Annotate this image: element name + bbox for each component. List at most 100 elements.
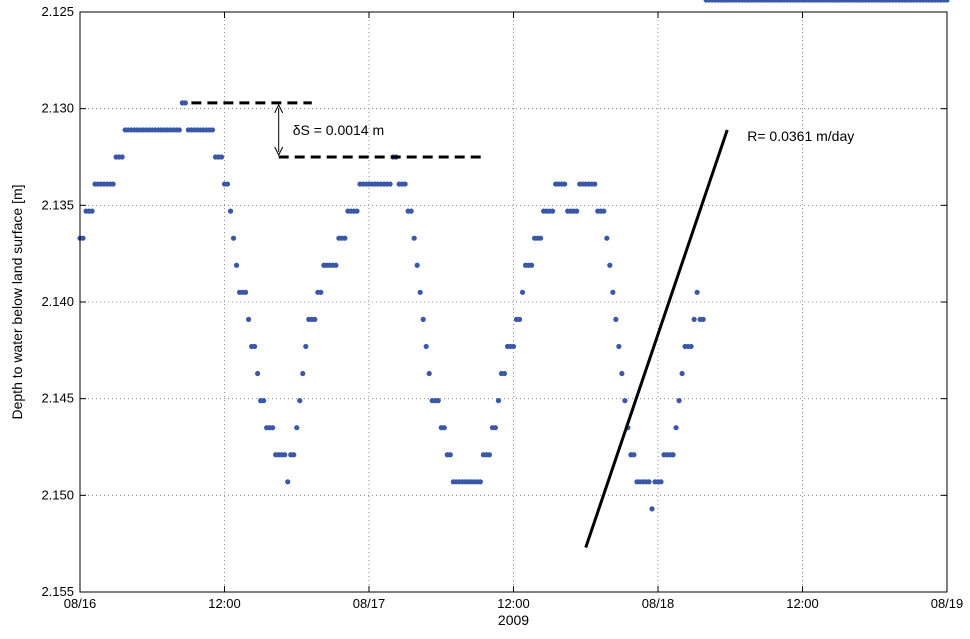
data-point <box>414 262 420 268</box>
data-point <box>670 452 676 458</box>
bracket-arrow-head-up <box>274 103 284 114</box>
data-point <box>601 208 607 214</box>
data-point <box>411 235 417 241</box>
data-point <box>694 289 700 295</box>
data-point <box>270 425 276 431</box>
data-point <box>679 370 685 377</box>
data-point <box>604 235 610 241</box>
data-point <box>574 208 580 214</box>
x-tick-label: 08/16 <box>64 596 97 611</box>
recharge-trend-line <box>584 129 729 549</box>
data-point <box>673 425 679 431</box>
data-point <box>282 452 288 458</box>
x-tick-label: 12:00 <box>208 596 241 611</box>
data-point <box>516 316 523 322</box>
y-tick-label: 2.150 <box>41 487 74 502</box>
data-point <box>649 506 655 512</box>
data-point <box>426 370 432 377</box>
data-point <box>318 289 324 295</box>
data-point <box>294 425 300 431</box>
bracket-arrow-head-down <box>274 146 284 157</box>
data-point <box>510 343 517 350</box>
y-axis-label: Depth to water below land surface [m] <box>9 184 25 419</box>
data-point <box>209 127 216 133</box>
data-point <box>89 208 95 214</box>
data-point <box>387 181 393 187</box>
data-point <box>261 398 267 404</box>
grid-lines <box>80 12 947 592</box>
data-point <box>417 289 423 295</box>
data-point <box>423 343 429 350</box>
data-point <box>176 127 182 133</box>
storage-change-bracket <box>191 101 487 159</box>
x-axis-ticks: 08/16 12:00 08/17 12:00 08/18 12:00 08/19 <box>64 12 964 611</box>
data-point <box>676 398 682 404</box>
data-point <box>537 235 544 241</box>
y-tick-label: 2.135 <box>41 197 74 212</box>
recharge-rate-label: R= 0.0361 m/day <box>747 128 854 144</box>
data-point <box>297 398 303 404</box>
recharge-line <box>584 129 729 549</box>
x-tick-label: 12:00 <box>497 596 530 611</box>
data-point <box>333 262 339 268</box>
data-point <box>501 370 508 377</box>
data-point <box>550 208 556 214</box>
data-point <box>658 479 664 485</box>
x-tick-label: 08/17 <box>353 596 386 611</box>
data-point <box>447 452 453 458</box>
data-point <box>492 425 499 431</box>
data-point <box>230 235 237 241</box>
data-point <box>218 154 225 160</box>
data-point <box>646 479 652 485</box>
data-point <box>408 208 414 214</box>
data-point <box>110 181 116 187</box>
y-axis-ticks: 2.125 2.130 2.135 2.140 2.145 2.150 2.155 <box>41 4 947 599</box>
data-point <box>291 452 297 458</box>
data-point <box>592 181 598 187</box>
data-point <box>80 235 86 241</box>
data-point <box>631 452 637 458</box>
data-point <box>607 262 613 268</box>
data-point <box>435 398 441 404</box>
x-axis-label: 2009 <box>498 612 529 628</box>
data-point <box>420 316 426 322</box>
data-point <box>477 479 483 485</box>
data-point <box>312 316 318 322</box>
data-point <box>255 370 261 377</box>
data-point <box>519 289 526 295</box>
data-point <box>688 343 694 350</box>
data-point <box>354 208 360 214</box>
data-point <box>486 452 493 458</box>
x-tick-label: 08/19 <box>931 596 964 611</box>
y-tick-label: 2.130 <box>41 101 74 116</box>
data-point <box>691 316 697 322</box>
data-point <box>402 181 408 187</box>
data-point <box>245 316 252 322</box>
data-point <box>613 316 619 322</box>
y-tick-label: 2.125 <box>41 4 74 19</box>
data-point <box>285 479 291 485</box>
data-point <box>119 154 125 160</box>
data-point <box>616 343 622 350</box>
data-point <box>233 262 240 268</box>
y-tick-label: 2.140 <box>41 294 74 309</box>
data-point <box>610 289 616 295</box>
data-point <box>227 208 234 214</box>
data-point <box>700 316 706 322</box>
storage-change-label: δS = 0.0014 m <box>293 122 384 138</box>
x-tick-label: 08/18 <box>642 596 675 611</box>
data-point <box>441 425 447 431</box>
data-point <box>495 398 502 404</box>
data-point <box>342 235 348 241</box>
data-point <box>562 181 568 187</box>
data-point <box>622 398 628 404</box>
data-point <box>944 0 950 3</box>
data-point <box>619 370 625 377</box>
data-point <box>300 370 306 377</box>
data-point <box>303 343 309 350</box>
data-point <box>242 289 249 295</box>
y-tick-label: 2.145 <box>41 391 74 406</box>
data-point <box>252 343 258 350</box>
data-point <box>224 181 231 187</box>
